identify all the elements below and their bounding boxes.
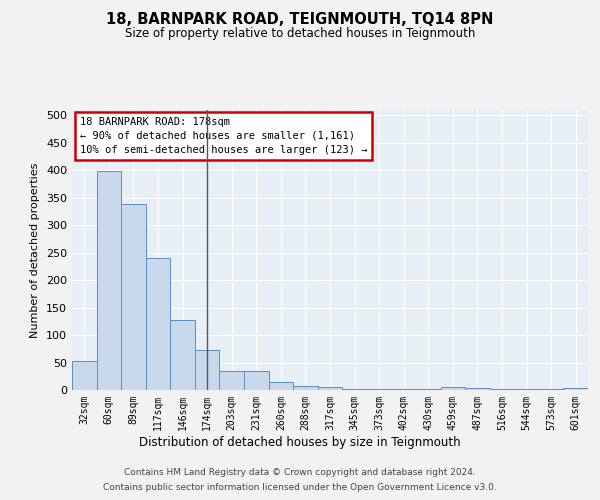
Bar: [342, 389, 367, 390]
Text: Contains public sector information licensed under the Open Government Licence v3: Contains public sector information licen…: [103, 483, 497, 492]
Bar: [318, 388, 342, 390]
Bar: [97, 171, 121, 390]
Bar: [170, 320, 195, 390]
Bar: [293, 386, 318, 390]
Text: Size of property relative to detached houses in Teignmouth: Size of property relative to detached ho…: [125, 28, 475, 40]
Bar: [220, 371, 244, 390]
Bar: [121, 204, 146, 390]
Bar: [465, 388, 490, 390]
Bar: [195, 350, 220, 390]
Bar: [72, 362, 97, 390]
Bar: [146, 258, 170, 390]
Bar: [440, 388, 465, 390]
Bar: [244, 371, 269, 390]
Text: Contains HM Land Registry data © Crown copyright and database right 2024.: Contains HM Land Registry data © Crown c…: [124, 468, 476, 477]
Text: Distribution of detached houses by size in Teignmouth: Distribution of detached houses by size …: [139, 436, 461, 449]
Bar: [367, 389, 391, 390]
Bar: [563, 388, 588, 390]
Text: 18, BARNPARK ROAD, TEIGNMOUTH, TQ14 8PN: 18, BARNPARK ROAD, TEIGNMOUTH, TQ14 8PN: [106, 12, 494, 28]
Y-axis label: Number of detached properties: Number of detached properties: [31, 162, 40, 338]
Bar: [269, 382, 293, 390]
Text: 18 BARNPARK ROAD: 178sqm
← 90% of detached houses are smaller (1,161)
10% of sem: 18 BARNPARK ROAD: 178sqm ← 90% of detach…: [80, 117, 367, 155]
